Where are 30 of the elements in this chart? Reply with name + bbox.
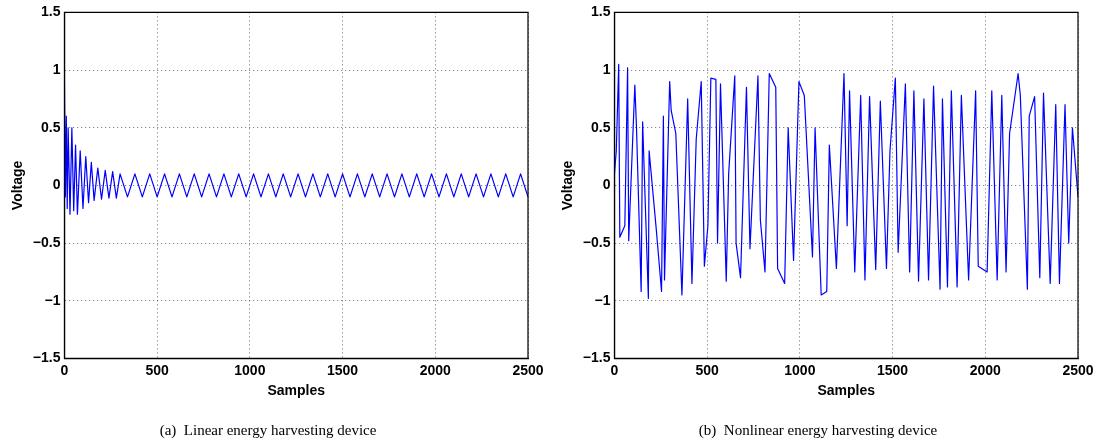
y-axis-title: Voltage	[559, 160, 576, 211]
x-tick-label: 2000	[969, 361, 1002, 378]
y-tick-label: 0	[52, 176, 61, 193]
x-tick-label: 1500	[877, 361, 909, 378]
y-tick-label: 1.5	[40, 3, 61, 20]
x-tick-label: 500	[145, 361, 170, 378]
y-tick-label: −1	[594, 291, 611, 308]
x-tick-label: 500	[695, 361, 720, 378]
y-axis-title: Voltage	[9, 160, 26, 211]
y-tick-label: 1	[52, 60, 61, 77]
y-tick-label: 0.5	[590, 118, 611, 135]
x-tick-label: 2500	[512, 361, 544, 378]
y-tick-label: 0	[602, 176, 611, 193]
y-tick-label: 0.5	[40, 118, 61, 135]
x-tick-label: 1000	[784, 361, 816, 378]
text: (b) Nonlinear energy harvesting device	[698, 421, 938, 439]
y-tick-label: −0.5	[32, 233, 61, 250]
y-tick-label: −1.5	[582, 349, 611, 366]
x-tick-label: 2000	[419, 361, 452, 378]
x-tick-label: 2500	[1062, 361, 1094, 378]
y-tick-label: −0.5	[582, 233, 611, 250]
y-tick-label: 1	[602, 60, 611, 77]
text: (a) Linear energy harvesting device	[159, 421, 377, 439]
x-tick-label: 1500	[327, 361, 359, 378]
y-tick-label: 1.5	[590, 3, 611, 20]
x-axis-title: Samples	[267, 382, 326, 399]
y-tick-label: −1.5	[32, 349, 61, 366]
x-tick-label: 1000	[234, 361, 266, 378]
y-tick-label: −1	[44, 291, 61, 308]
x-axis-title: Samples	[817, 382, 876, 399]
